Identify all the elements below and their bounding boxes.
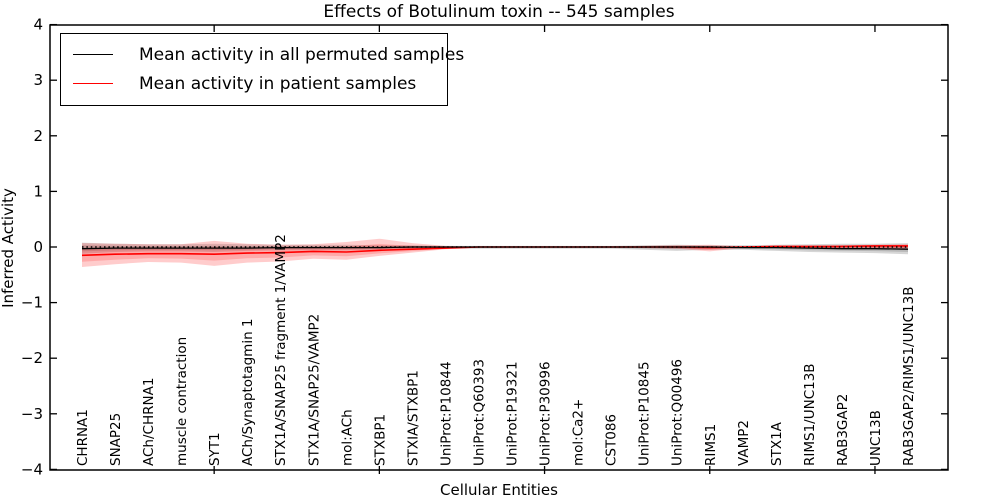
x-category-label: ACh/CHRNA1 [141, 378, 157, 466]
x-category-label: STX1A [769, 421, 785, 466]
x-category-label: RIMS1 [703, 424, 719, 466]
x-category-label: STX1A/SNAP25 fragment 1/VAMP2 [273, 234, 289, 466]
x-category-label: CST086 [604, 414, 620, 466]
x-category-label: UNC13B [868, 410, 884, 466]
legend: Mean activity in all permuted samples Me… [60, 33, 464, 106]
x-category-label: STXBP1 [372, 414, 388, 466]
x-category-label: UniProt:P10844 [438, 361, 454, 466]
legend-label: Mean activity in patient samples [139, 73, 417, 94]
y-tick-label: −2 [21, 349, 43, 367]
permuted-line-swatch [73, 54, 113, 55]
x-category-label: UniProt:Q00496 [670, 359, 686, 466]
x-category-label: STX1A/SNAP25/VAMP2 [306, 314, 322, 466]
x-category-label: UniProt:P19321 [505, 361, 521, 466]
y-tick-label: −4 [21, 460, 43, 478]
x-category-label: RAB3GAP2/RIMS1/UNC13B [901, 287, 917, 466]
y-axis-label: Inferred Activity [0, 188, 17, 308]
x-category-label: RIMS1/UNC13B [802, 363, 818, 466]
legend-entry-permuted: Mean activity in all permuted samples [73, 40, 464, 69]
x-category-label: VAMP2 [736, 420, 752, 466]
x-category-label: CHRNA1 [75, 409, 91, 466]
y-tick-label: 0 [33, 238, 43, 256]
x-category-label: SYT1 [207, 432, 223, 466]
chart-title: Effects of Botulinum toxin -- 545 sample… [323, 2, 675, 22]
legend-entry-patient: Mean activity in patient samples [73, 69, 437, 98]
x-category-label: STXIA/STXBP1 [405, 370, 421, 466]
y-tick-label: 3 [33, 71, 43, 89]
x-category-label: mol:ACh [339, 409, 355, 466]
x-category-label: UniProt:Q60393 [471, 359, 487, 466]
x-category-label: ACh/Synaptotagmin 1 [240, 318, 256, 466]
permuted-samples-range-band [82, 242, 908, 255]
y-tick-label: 1 [33, 182, 43, 200]
patient-samples-range-band-inner [82, 243, 908, 262]
x-category-label: mol:Ca2+ [571, 399, 587, 466]
x-category-label: SNAP25 [108, 413, 124, 466]
x-category-label: muscle contraction [174, 337, 190, 466]
patient-samples-range-band [82, 238, 908, 267]
x-category-label: RAB3GAP2 [835, 394, 851, 466]
y-tick-label: −1 [21, 294, 43, 312]
x-category-label: UniProt:P30996 [538, 361, 554, 466]
permuted-mean-line [81, 246, 909, 250]
legend-label: Mean activity in all permuted samples [139, 44, 465, 65]
y-tick-label: 2 [33, 127, 43, 145]
patient-line-swatch [73, 83, 113, 84]
y-tick-label: −3 [21, 405, 43, 423]
x-axis-label: Cellular Entities [440, 481, 558, 499]
x-category-label: UniProt:P10845 [637, 361, 653, 466]
y-tick-label: 4 [33, 16, 43, 34]
